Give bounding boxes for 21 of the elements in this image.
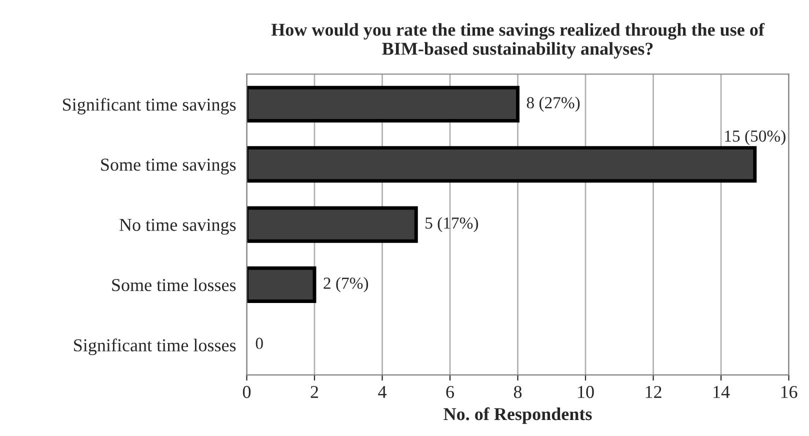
- data-label: 8 (27%): [526, 96, 580, 112]
- data-label: 5 (17%): [426, 216, 478, 232]
- x-tick-label: 0: [242, 386, 251, 398]
- x-tick-label: 10: [578, 386, 594, 398]
- chart-title: How would you rate the time savings realized through the use of BIM-based sustainability analyses?: [271, 22, 765, 59]
- y-tick-label: No time savings: [119, 218, 236, 235]
- x-tick-label: 2: [310, 386, 318, 398]
- data-label: 15 (50%): [725, 130, 786, 146]
- y-tick-label: Some time savings: [101, 158, 236, 175]
- x-tick-label: 16: [781, 386, 798, 398]
- x-tick-label: 8: [514, 386, 522, 398]
- y-tick-label: Significant time savings: [63, 98, 236, 114]
- x-tick-label: 14: [714, 386, 730, 398]
- x-tick-label: 4: [378, 386, 386, 398]
- y-tick-label: Some time losses: [112, 278, 236, 292]
- y-tick-label: Significant time losses: [74, 338, 236, 356]
- data-label: 2 (7%): [324, 277, 368, 292]
- x-tick-label: 6: [446, 386, 454, 398]
- x-tick-label: 12: [646, 386, 662, 398]
- data-label: 0: [256, 338, 263, 350]
- x-axis-title: No. of Respondents: [444, 407, 592, 424]
